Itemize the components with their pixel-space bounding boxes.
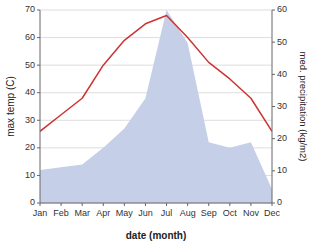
x-tick — [61, 203, 62, 206]
y2-tick-label: 20 — [277, 133, 287, 143]
x-tick-label: Jun — [138, 208, 153, 218]
y-tick-label: 70 — [25, 4, 35, 14]
y2-tick-label: 50 — [277, 37, 287, 47]
x-tick — [103, 203, 104, 206]
line — [40, 16, 272, 132]
y2-axis-label: med. precipitation (kg/m2) — [298, 52, 309, 162]
y2-tick — [272, 170, 275, 171]
area — [40, 10, 272, 203]
x-tick-label: Apr — [96, 208, 110, 218]
grid-line — [40, 10, 272, 11]
y2-tick — [272, 138, 275, 139]
x-axis-label: date (month) — [126, 230, 187, 241]
x-tick — [229, 203, 230, 206]
y2-tick — [272, 106, 275, 107]
x-tick — [82, 203, 83, 206]
y-tick — [37, 120, 40, 121]
y-tick-label: 30 — [25, 115, 35, 125]
y-tick-label: 40 — [25, 87, 35, 97]
y2-tick — [272, 10, 275, 11]
x-tick-label: Feb — [53, 208, 69, 218]
x-tick — [250, 203, 251, 206]
y-tick-label: 20 — [25, 142, 35, 152]
chart-container: 0 10 20 30 40 50 60 70 0 10 20 30 40 50 60 Jan Feb Mar Apr… — [0, 0, 318, 247]
y2-tick-label: 60 — [277, 4, 287, 14]
y-tick — [37, 175, 40, 176]
x-tick — [166, 203, 167, 206]
x-tick-label: May — [116, 208, 134, 218]
axes: 0 10 20 30 40 50 60 70 0 10 20 30 40 50 60 Jan Feb Mar Apr… — [25, 4, 287, 218]
x-tick — [272, 203, 273, 206]
x-tick-label: Jan — [33, 208, 48, 218]
y-tick-label: 0 — [30, 197, 35, 207]
x-tick — [145, 203, 146, 206]
x-tick-label: Nov — [243, 208, 260, 218]
x-tick-label: Dec — [264, 208, 281, 218]
y2-tick-label: 0 — [277, 197, 282, 207]
x-tick-label: Mar — [74, 208, 90, 218]
x-tick-label: Aug — [180, 208, 196, 218]
y-tick-label: 60 — [25, 32, 35, 42]
y-axis-label: max temp (C) — [5, 76, 16, 137]
y2-tick-label: 40 — [277, 69, 287, 79]
y2-tick-label: 10 — [277, 165, 287, 175]
x-tick — [187, 203, 188, 206]
x-tick — [124, 203, 125, 206]
grid-line — [40, 37, 272, 38]
y-tick — [37, 65, 40, 66]
y-tick — [37, 10, 40, 11]
x-tick — [40, 203, 41, 206]
y2-tick — [272, 74, 275, 75]
y-tick — [37, 37, 40, 38]
y2-tick — [272, 42, 275, 43]
chart: 0 10 20 30 40 50 60 70 0 10 20 30 40 50 60 Jan Feb Mar Apr… — [0, 0, 318, 247]
x-tick-label: Jul — [161, 208, 173, 218]
x-tick-label: Oct — [223, 208, 238, 218]
x-tick — [208, 203, 209, 206]
y-axis-line — [40, 10, 41, 203]
plot-area — [40, 10, 272, 203]
y-tick-label: 10 — [25, 170, 35, 180]
y2-tick-label: 30 — [277, 101, 287, 111]
grid-line — [40, 203, 272, 204]
x-tick-label: Sep — [201, 208, 217, 218]
y-tick-label: 50 — [25, 60, 35, 70]
x-axis-line — [40, 203, 272, 204]
y-tick — [37, 147, 40, 148]
y-tick — [37, 92, 40, 93]
grid — [40, 10, 272, 203]
